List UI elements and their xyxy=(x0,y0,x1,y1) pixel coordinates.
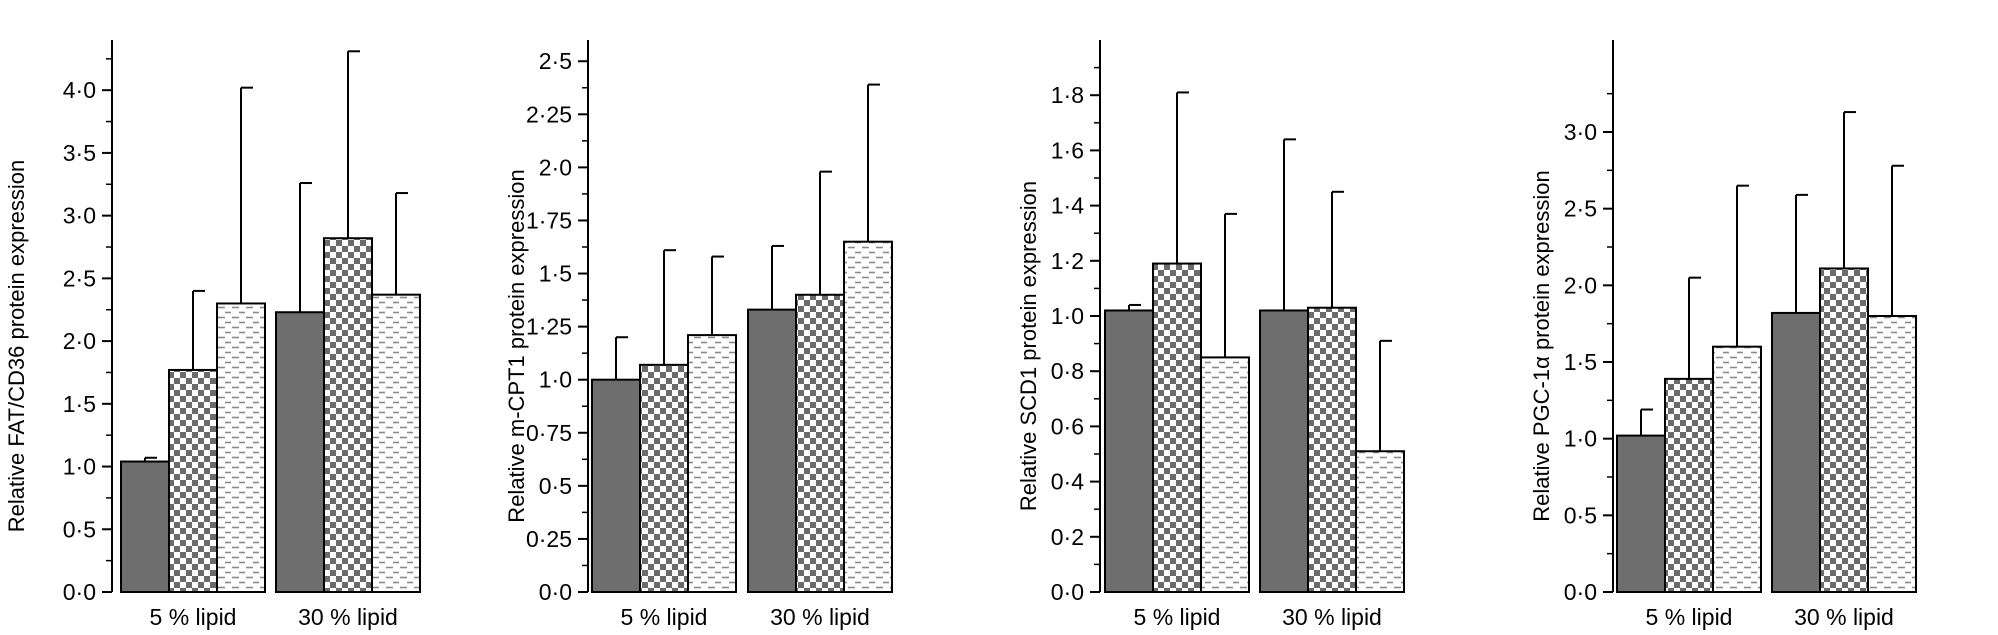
bar-series-2 xyxy=(1664,377,1714,593)
y-tick-label: 1·8 xyxy=(1051,82,1084,108)
y-tick-label: 1·5 xyxy=(1564,349,1597,375)
y-tick-label: 3·0 xyxy=(1564,119,1597,145)
bar-series-3 xyxy=(216,302,266,593)
y-tick-label: 2·5 xyxy=(63,265,96,291)
y-tick-label: 1·0 xyxy=(1564,426,1597,452)
y-tick-label: 2·0 xyxy=(63,328,96,354)
y-tick-label: 1·75 xyxy=(526,207,572,233)
x-category-label: 5 % lipid xyxy=(1646,604,1733,630)
bar-series-3 xyxy=(1355,450,1405,593)
x-category-label: 30 % lipid xyxy=(1282,604,1382,630)
chart-panel-4: 0·0 0·5 1·0 1·5 2·0 2·5 3·0 Relative PGC-1α pro… xyxy=(1529,40,1917,630)
y-tick-label: 0·6 xyxy=(1051,413,1084,439)
y-tick-label: 0·5 xyxy=(539,473,572,499)
bar-series-3 xyxy=(1712,345,1762,593)
bar-series-1 xyxy=(1616,434,1666,593)
y-tick-label: 1·0 xyxy=(63,454,96,480)
bar-series-1 xyxy=(1104,309,1154,593)
y-tick-label: 0·8 xyxy=(1051,358,1084,384)
y-tick-label: 0·4 xyxy=(1051,469,1084,495)
x-category-label: 5 % lipid xyxy=(621,604,708,630)
y-tick-label: 1·0 xyxy=(539,367,572,393)
bar-series-2 xyxy=(1152,262,1202,593)
bar-series-1 xyxy=(1259,309,1309,593)
x-category-label: 5 % lipid xyxy=(150,604,237,630)
bar-series-2 xyxy=(1307,306,1357,593)
y-tick-label: 0·25 xyxy=(526,526,572,552)
y-tick-label: 1·25 xyxy=(526,314,572,340)
y-axis-title: Relative m-CPT1 protein expression xyxy=(504,169,529,522)
y-tick-label: 2·25 xyxy=(526,101,572,127)
bar-series-2 xyxy=(323,237,373,594)
y-tick-label: 1·5 xyxy=(63,391,96,417)
y-tick-label: 4·0 xyxy=(63,77,96,103)
y-axis-title: Relative SCD1 protein expression xyxy=(1016,181,1041,511)
bar-series-1 xyxy=(275,311,325,593)
y-tick-label: 2·0 xyxy=(1564,272,1597,298)
chart-panel-3: 0·0 0·2 0·4 0·6 0·8 1·0 1·2 1·4 1·6 1·8 Relative S… xyxy=(1016,40,1405,630)
y-tick-label: 1·4 xyxy=(1051,193,1084,219)
bar-series-1 xyxy=(1771,311,1821,593)
bar-series-1 xyxy=(591,378,641,594)
bar-series-3 xyxy=(1200,356,1250,593)
y-tick-label: 0·5 xyxy=(1564,502,1597,528)
x-category-label: 30 % lipid xyxy=(1794,604,1894,630)
bar-series-1 xyxy=(120,460,170,594)
y-axis-title: Relative FAT/CD36 protein expression xyxy=(4,160,29,533)
y-tick-label: 2·5 xyxy=(539,48,572,74)
x-category-label: 30 % lipid xyxy=(770,604,870,630)
y-tick-label: 0·2 xyxy=(1051,524,1084,550)
y-tick-label: 0·0 xyxy=(63,579,96,605)
bar-series-2 xyxy=(795,293,845,593)
y-tick-label: 0·0 xyxy=(1051,579,1084,605)
chart-panel-2: 0·0 0·25 0·5 0·75 1·0 1·25 1·5 1·75 2·0 2·25 2·5 Re… xyxy=(504,40,893,630)
y-tick-label: 2·0 xyxy=(539,154,572,180)
bar-series-3 xyxy=(687,334,737,593)
y-tick-label: 3·5 xyxy=(63,140,96,166)
bar-series-3 xyxy=(843,240,893,593)
y-tick-label: 1·5 xyxy=(539,261,572,287)
bar-series-3 xyxy=(1867,315,1917,593)
y-tick-label: 2·5 xyxy=(1564,196,1597,222)
bar-series-2 xyxy=(168,368,218,594)
bar-series-1 xyxy=(747,308,797,593)
y-tick-label: 1·0 xyxy=(1051,303,1084,329)
x-category-label: 30 % lipid xyxy=(298,604,398,630)
bar-series-3 xyxy=(371,293,421,593)
y-tick-label: 0·0 xyxy=(1564,579,1597,605)
x-category-label: 5 % lipid xyxy=(1134,604,1221,630)
chart-panel-1: 0·0 0·5 1·0 1·5 2·0 2·5 3·0 3·5 4·0 Relative FAT/… xyxy=(4,40,421,630)
y-axis-title: Relative PGC-1α protein expression xyxy=(1529,170,1554,521)
bar-series-2 xyxy=(1819,267,1869,593)
y-tick-label: 0·75 xyxy=(526,420,572,446)
y-tick-label: 1·2 xyxy=(1051,248,1084,274)
y-tick-label: 1·6 xyxy=(1051,137,1084,163)
y-tick-label: 0·0 xyxy=(539,579,572,605)
y-tick-label: 3·0 xyxy=(63,203,96,229)
y-tick-label: 0·5 xyxy=(63,516,96,542)
bar-series-2 xyxy=(639,363,689,594)
